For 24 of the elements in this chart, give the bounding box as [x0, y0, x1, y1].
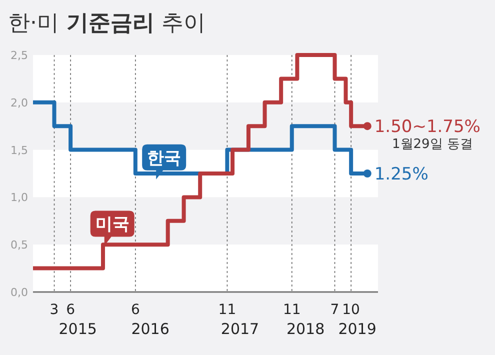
text: 2018 — [286, 320, 325, 338]
annotation: 1.50~1.75% — [374, 117, 480, 138]
y-tick-label: 2,5 — [10, 49, 28, 62]
x-tick-label: 10 — [342, 302, 360, 318]
x-tick-label: 7 — [330, 302, 340, 318]
chart-title: 한·미 기준금리 추이 — [8, 11, 206, 36]
x-tick-label: 6 — [66, 302, 76, 318]
x-tick-label: 6 — [130, 302, 140, 318]
x-tick-label: 3 — [50, 302, 59, 318]
text: 2015 — [58, 320, 97, 338]
series-label: 미국 — [95, 214, 130, 235]
annotation: 1.25% — [374, 164, 428, 184]
text: 2019 — [338, 320, 376, 338]
y-tick-label: 0,0 — [10, 286, 28, 299]
y-tick-label: 2,0 — [10, 96, 28, 110]
text: 2017 — [220, 320, 260, 338]
x-tick-label: 11 — [282, 302, 301, 318]
y-tick-label: 0,5 — [10, 238, 28, 252]
y-tick-label: 1,0 — [10, 191, 28, 204]
series-label: 한국 — [147, 148, 182, 168]
text: 1월29일 동결 — [392, 137, 473, 152]
x-tick-label: 11 — [218, 302, 236, 318]
text: 2016 — [131, 320, 170, 338]
y-tick-label: 1,5 — [10, 144, 28, 157]
